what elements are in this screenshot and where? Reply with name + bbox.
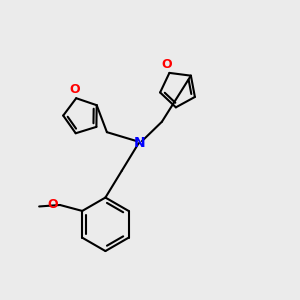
- Text: O: O: [69, 83, 80, 96]
- Text: O: O: [161, 58, 172, 71]
- Text: O: O: [48, 199, 58, 212]
- Text: N: N: [134, 136, 146, 150]
